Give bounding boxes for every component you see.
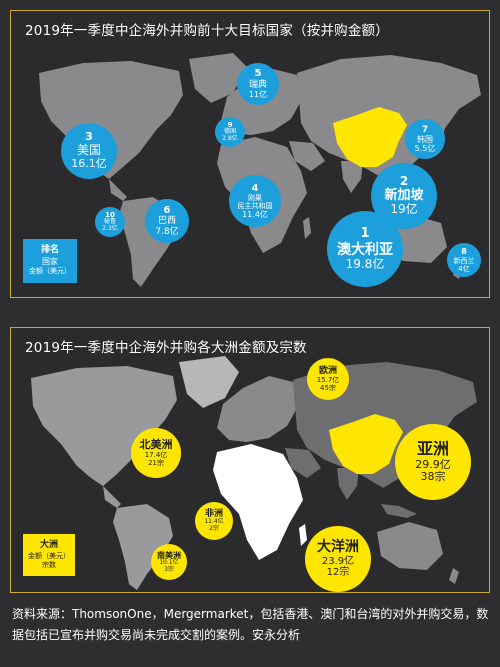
map2-greenland xyxy=(179,356,239,408)
bubble-oceania: 大洋洲 23.9亿 12宗 xyxy=(305,526,371,592)
bubble-europe: 欧洲 15.7亿 45宗 xyxy=(307,358,349,400)
map2-europe xyxy=(217,376,297,442)
top10-countries-panel: 2019年一季度中企海外并购前十大目标国家（按并购金额） xyxy=(10,10,490,298)
map2-madagascar xyxy=(299,524,307,546)
map2-china xyxy=(329,414,403,474)
bubble-rank-10: 10 秘鲁 2.3亿 xyxy=(95,207,125,237)
map2-india xyxy=(337,468,359,500)
bubble-africa: 非洲 11.4亿 2宗 xyxy=(195,502,233,540)
panel2-title: 2019年一季度中企海外并购各大洲金额及宗数 xyxy=(25,340,307,356)
bubble-rank-2: 2 新加坡 19亿 xyxy=(371,163,437,229)
bubble-rank-5: 5 瑞典 11亿 xyxy=(237,63,279,105)
map-china xyxy=(333,107,407,167)
world-map-1 xyxy=(39,53,481,287)
map-madagascar xyxy=(303,217,311,239)
map2-africa xyxy=(213,444,303,560)
legend-box-1: 排名 国家 金额（美元） xyxy=(23,239,77,283)
source-note: 资料来源：ThomsonOne，Mergermarket，包括香港、澳门和台湾的… xyxy=(12,607,489,642)
map2-australia xyxy=(377,522,443,570)
continents-panel: 2019年一季度中企海外并购各大洲金额及宗数 亚洲 29.9亿 38宗 大洋洲 … xyxy=(10,327,490,593)
bubble-rank-8: 8 新西兰 4亿 xyxy=(447,243,481,277)
bubble-north-america: 北美洲 17.4亿 21宗 xyxy=(131,428,181,478)
bubble-rank-7: 7 韩国 5.5亿 xyxy=(405,119,445,159)
map2-new-zealand xyxy=(449,568,459,584)
map-india xyxy=(341,161,363,193)
map2-south-america xyxy=(113,504,173,590)
map2-middle-east xyxy=(285,448,321,478)
map2-north-america xyxy=(31,366,177,486)
world-map-2 xyxy=(31,356,477,590)
panel1-title: 2019年一季度中企海外并购前十大目标国家（按并购金额） xyxy=(25,23,389,39)
map-greenland xyxy=(189,53,247,103)
bubble-rank-9: 9 德国 2.8亿 xyxy=(215,117,245,147)
bubble-rank-4: 4 刚果 民主共和国 11.4亿 xyxy=(229,175,281,227)
map2-indonesia xyxy=(381,504,417,518)
map-north-america xyxy=(39,61,183,179)
bubble-south-america: 南美洲 10.1亿 3宗 xyxy=(151,544,187,580)
bubble-rank-3: 3 美国 16.1亿 xyxy=(61,123,117,179)
map-middle-east xyxy=(289,141,325,171)
map2-central-america xyxy=(103,486,121,508)
bubble-asia: 亚洲 29.9亿 38宗 xyxy=(395,424,471,500)
map-central-america xyxy=(109,179,127,201)
legend-box-2: 大洲 金额（美元） 宗数 xyxy=(23,534,75,576)
bubble-rank-6: 6 巴西 7.8亿 xyxy=(145,199,189,243)
